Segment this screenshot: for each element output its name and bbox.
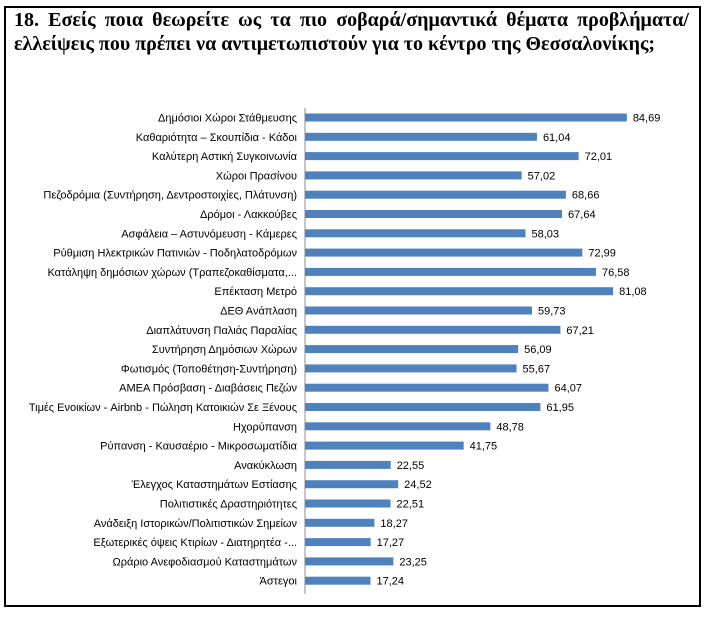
bar (305, 132, 537, 141)
value-label: 72,01 (585, 151, 613, 163)
value-label: 72,99 (588, 248, 616, 260)
category-label: Ρύπανση - Καυσαέριο - Μικροσωματίδια (100, 441, 297, 453)
category-label: Επέκταση Μετρό (214, 286, 297, 298)
bar (305, 229, 526, 238)
category-label: Φωτισμός (Τοποθέτηση-Συντήρηση) (121, 363, 297, 375)
value-label: 61,95 (546, 402, 574, 414)
value-label: 22,51 (397, 499, 425, 511)
bar (305, 422, 491, 431)
bar (305, 152, 579, 161)
bar (305, 171, 522, 180)
value-label: 18,27 (380, 518, 408, 530)
value-label: 64,07 (554, 383, 582, 395)
bar (305, 267, 597, 276)
category-label: Άστεγοι (260, 576, 298, 588)
bar (305, 210, 563, 218)
bar (305, 113, 627, 122)
category-label: Καθαριότητα – Σκουπίδια - Κάδοι (136, 132, 298, 144)
value-label: 68,66 (572, 190, 600, 202)
bar (305, 480, 399, 489)
value-label: 56,09 (524, 344, 552, 356)
category-label: ΑΜΕΑ Πρόσβαση - Διαβάσεις Πεζών (119, 383, 297, 395)
bar (305, 383, 549, 392)
bar (305, 460, 391, 469)
category-label: Έλεγχος Καταστημάτων Εστίασης (131, 479, 297, 491)
bar (305, 576, 371, 585)
category-label: Δρόμοι - Λακκούβες (200, 209, 297, 221)
value-label: 58,03 (532, 228, 560, 240)
value-label: 48,78 (496, 421, 524, 433)
bar (305, 538, 371, 547)
value-label: 41,75 (470, 441, 498, 453)
value-label: 17,27 (377, 537, 405, 549)
bar (305, 518, 375, 527)
bar (305, 190, 566, 199)
category-labels: Δημόσιοι Χώροι Στάθμευσης Καθαριότητα – Σ… (29, 113, 298, 588)
category-label: ΔΕΘ Ανάπλαση (220, 306, 297, 318)
category-label: Ασφάλεια – Αστυνόμευση - Κάμερες (121, 228, 297, 240)
value-label: 22,55 (397, 460, 425, 472)
bar (305, 325, 561, 334)
value-label: 17,24 (377, 576, 405, 588)
value-label: 84,69 (633, 113, 661, 125)
bar (305, 364, 517, 373)
category-label: Πεζοδρόμια (Συντήρηση, Δεντροστοιχίες, Π… (43, 190, 297, 202)
bars (305, 113, 627, 585)
bar (305, 306, 532, 315)
value-label: 67,21 (566, 325, 594, 337)
category-label: Πολιτιστικές Δραστηριότητες (160, 499, 297, 511)
value-label: 55,67 (523, 363, 551, 375)
category-label: Ανακύκλωση (234, 460, 297, 472)
bar (305, 557, 394, 566)
category-label: Ρύθμιση Ηλεκτρικών Πατινιών - Ποδηλατοδρ… (53, 248, 297, 260)
category-label: Ηχορύπανση (233, 421, 297, 433)
bar (305, 441, 464, 450)
category-label: Δημόσιοι Χώροι Στάθμευσης (158, 113, 297, 125)
category-label: Κατάληψη δημόσιων χώρων (Τραπεζοκαθίσματ… (47, 267, 297, 279)
category-label: Ανάδειξη Ιστορικών/Πολιτιστικών Σημείων (94, 518, 298, 530)
category-label: Εξωτερικές όψεις Κτιρίων - Διατηρητέα -.… (93, 537, 297, 549)
question-title: 18. Εσείς ποια θεωρείτε ως τα πιο σοβαρά… (14, 9, 689, 55)
category-label: Καλύτερη Αστική Συγκοινωνία (152, 151, 298, 163)
category-label: Χώροι Πρασίνου (216, 170, 297, 182)
bar (305, 248, 583, 257)
bar (305, 345, 519, 354)
category-label: Τιμές Ενοικίων - Airbnb - Πώληση Κατοικι… (29, 402, 297, 414)
value-label: 61,04 (543, 132, 571, 144)
value-label: 59,73 (538, 306, 566, 318)
bar (305, 403, 541, 411)
category-label: Διαπλάτυνση Παλιάς Παραλίας (146, 325, 297, 337)
bar (305, 499, 391, 508)
value-label: 24,52 (404, 479, 432, 491)
category-label: Ωράριο Ανεφοδιασμού Καταστημάτων (113, 556, 298, 568)
value-label: 67,64 (568, 209, 596, 221)
value-label: 81,08 (619, 286, 647, 298)
value-label: 57,02 (528, 170, 556, 182)
value-label: 76,58 (602, 267, 630, 279)
bar (305, 287, 614, 296)
value-labels: 84,69 61,04 72,01 57,02 68,66 67,64 58,03 72,99… (377, 113, 661, 588)
value-label: 23,25 (399, 556, 427, 568)
category-label: Συντήρηση Δημόσιων Χώρων (152, 344, 298, 356)
